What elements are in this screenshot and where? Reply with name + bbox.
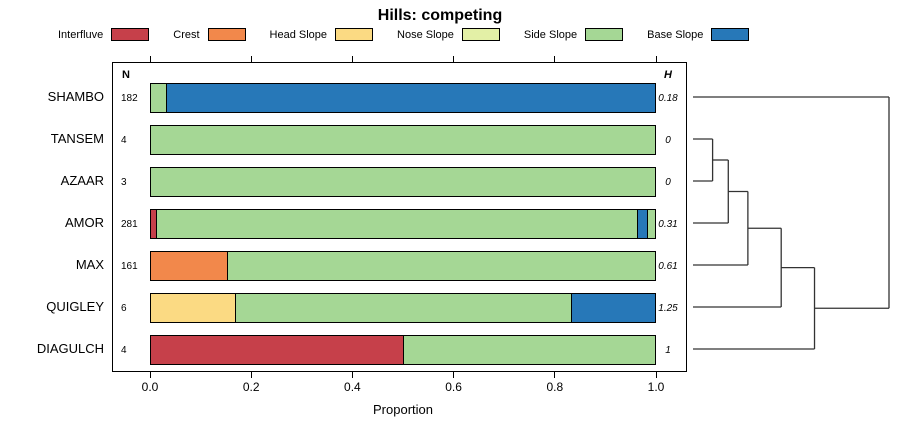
stacked-bar-shambo [150,83,656,113]
stacked-bar-quigley [150,293,656,323]
x-tick-bottom [351,372,354,378]
n-column-header: N [122,69,130,81]
bar-segment-side-slope [156,210,638,238]
legend-label: Side Slope [523,28,578,41]
plot-area: N H 182 0.18 4 0 3 0 281 0.31 161 0.61 6 1.25 4 1 [112,62,687,372]
bar-segment-side-slope [647,210,655,238]
x-tick-label: 1.0 [647,380,665,394]
stacked-bar-max [150,251,656,281]
legend-swatch-base-slope-icon [711,28,750,41]
row-label-shambo: SHAMBO [47,89,104,104]
h-value: 0.31 [658,219,678,230]
bar-segment-side-slope [151,126,655,154]
h-value: 1 [665,345,671,356]
bar-segment-base-slope [637,210,648,238]
bar-segment-base-slope [166,84,655,112]
legend-swatch-side-slope-icon [585,28,624,41]
bar-segment-side-slope [226,252,655,280]
chart-title: Hills: competing [377,7,503,24]
x-tick-top [351,56,354,62]
bar-segment-side-slope [235,294,571,322]
n-value: 4 [121,135,127,146]
legend-label: Nose Slope [397,28,454,41]
legend-label: Crest [173,28,200,41]
x-tick-bottom [453,372,455,378]
h-value: 0.18 [658,93,678,104]
h-value: 1.25 [658,303,678,314]
bar-segment-side-slope [151,168,655,196]
x-tick-top [655,56,657,62]
stacked-bar-tansem [150,125,656,155]
stacked-bar-azaar [150,167,656,197]
bar-segment-side-slope [151,84,167,112]
x-tick-bottom [149,372,151,378]
x-tick-top [554,56,556,62]
bar-segment-base-slope [570,294,655,322]
row-label-quigley: QUIGLEY [46,299,104,314]
x-tick-bottom [655,372,657,378]
h-value: 0 [665,135,671,146]
legend-item-side-slope: Side Slope [523,28,624,41]
x-axis-title: Proportion [373,402,433,417]
legend-item-nose-slope: Nose Slope [397,28,500,41]
legend-item-base-slope: Base Slope [647,28,750,41]
x-tick-label: 0.0 [141,380,159,394]
legend-label: Head Slope [269,28,328,41]
legend-swatch-head-slope-icon [335,28,374,41]
h-column-header: H [664,69,672,81]
h-value: 0.61 [658,261,678,272]
row-label-tansem: TANSEM [50,131,104,146]
n-value: 3 [121,177,127,188]
x-tick-bottom [554,372,556,378]
legend-swatch-interfluve-icon [111,28,150,41]
legend-swatch-crest-icon [207,28,246,41]
row-label-azaar: AZAAR [60,173,104,188]
x-tick-label: 0.4 [344,380,361,394]
n-value: 6 [121,303,127,314]
row-label-diagulch: DIAGULCH [36,341,104,356]
x-tick-label: 0.6 [445,380,462,394]
legend-item-crest: Crest [173,28,246,41]
bar-segment-interfluve [151,210,157,238]
legend-swatch-nose-slope-icon [461,28,500,41]
x-tick-top [453,56,455,62]
bar-segment-crest [151,252,227,280]
dendrogram [693,96,890,350]
row-label-max: MAX [75,257,104,272]
bar-segment-interfluve [151,336,403,364]
x-tick-top [149,56,151,62]
n-value: 281 [121,219,138,230]
x-tick-bottom [250,372,252,378]
x-tick-label: 0.2 [242,380,260,394]
n-value: 182 [121,93,138,104]
stacked-bar-diagulch [150,335,656,365]
legend-label: Interfluve [58,28,104,41]
bar-segment-side-slope [403,336,655,364]
stacked-bar-amor [150,209,656,239]
bar-segment-head-slope [151,294,236,322]
legend-label: Base Slope [647,28,704,41]
legend-item-head-slope: Head Slope [270,28,374,41]
legend-item-interfluve: Interfluve [58,28,150,41]
x-tick-top [250,56,252,62]
row-label-amor: AMOR [65,215,104,230]
legend: Interfluve Crest Head Slope Nose Slope Side … [58,28,750,41]
n-value: 161 [121,261,138,272]
n-value: 4 [121,345,127,356]
x-tick-label: 0.8 [546,380,564,394]
h-value: 0 [665,177,671,188]
